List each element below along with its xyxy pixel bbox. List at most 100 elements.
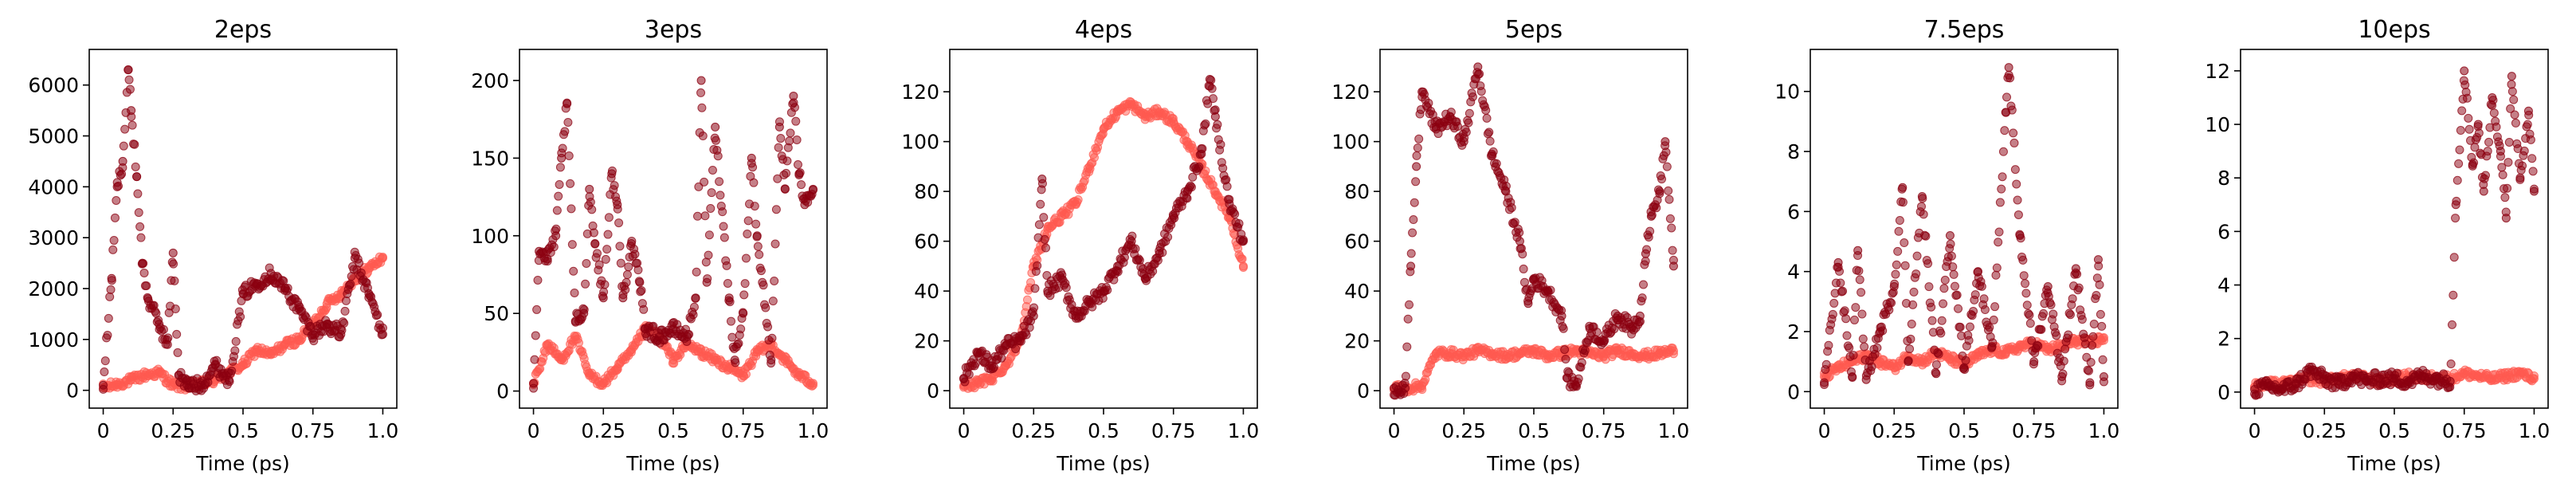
data-point — [1905, 344, 1915, 354]
data-point — [1872, 343, 1882, 352]
data-point — [1916, 202, 1926, 211]
data-point — [708, 165, 717, 175]
data-point — [1453, 122, 1462, 132]
data-point — [554, 191, 563, 201]
data-point — [1664, 186, 1673, 195]
data-point — [1026, 277, 1036, 287]
data-point — [169, 259, 178, 269]
y-tick-label: 0 — [496, 380, 509, 403]
data-point — [2016, 234, 2025, 243]
data-point — [563, 98, 572, 108]
y-tick-label: 5000 — [28, 125, 79, 148]
data-point — [587, 205, 597, 214]
data-point — [567, 240, 577, 250]
data-point — [1998, 172, 2007, 182]
x-tick-label: 0.5 — [657, 419, 689, 442]
data-point — [753, 242, 763, 251]
data-point — [639, 305, 649, 314]
data-point — [711, 122, 720, 132]
data-point — [585, 184, 594, 194]
chart-title: 2eps — [214, 16, 272, 44]
data-point — [1657, 175, 1667, 184]
data-point — [225, 377, 234, 387]
data-point — [1985, 323, 1994, 332]
data-point — [734, 339, 743, 348]
chart-title: 10eps — [2358, 16, 2430, 44]
data-point — [2449, 253, 2459, 262]
data-point — [771, 205, 781, 214]
data-point — [173, 348, 182, 357]
data-point — [2059, 356, 2068, 366]
data-point — [601, 254, 610, 264]
data-point — [1484, 128, 1494, 137]
data-point — [1577, 358, 1586, 367]
data-point — [172, 329, 182, 339]
data-point — [1821, 360, 1831, 369]
data-point — [2464, 124, 2474, 134]
data-point — [529, 383, 539, 393]
data-point — [1997, 184, 2006, 194]
data-point — [791, 116, 801, 126]
data-point — [776, 134, 786, 143]
x-axis-label: Time (ps) — [1486, 452, 1581, 475]
x-tick-label: 0 — [958, 419, 970, 442]
data-point — [615, 242, 625, 251]
data-point — [1936, 328, 1946, 338]
data-point — [2496, 151, 2505, 161]
data-point — [2460, 81, 2470, 90]
data-point — [700, 211, 710, 221]
data-point — [2451, 214, 2460, 223]
chart-panel-2: 0 0.25 0.5 0.75 1.0 0 20 40 60 80 100 120 4eps Time (… — [901, 16, 1259, 475]
data-point — [1476, 87, 1486, 96]
y-tick-label: 2 — [2217, 328, 2230, 351]
data-point — [2029, 360, 2038, 369]
data-point — [616, 258, 625, 268]
series-0 — [1390, 343, 1678, 397]
data-point — [1645, 226, 1655, 236]
data-point — [782, 168, 791, 178]
data-point — [2519, 146, 2529, 155]
data-point — [1639, 280, 1649, 289]
data-point — [1475, 69, 1484, 79]
data-point — [154, 316, 163, 325]
data-point — [570, 288, 579, 297]
data-point — [1635, 316, 1645, 326]
data-point — [105, 292, 115, 301]
data-point — [132, 172, 142, 182]
data-point — [1546, 285, 1555, 295]
data-point — [1900, 238, 1909, 248]
data-point — [552, 206, 562, 215]
x-tick-label: 0 — [527, 419, 540, 442]
data-point — [1989, 315, 1998, 324]
data-point — [1857, 288, 1866, 297]
data-point — [139, 258, 148, 268]
data-point — [1918, 194, 1927, 203]
data-point — [1998, 147, 2008, 156]
data-point — [2447, 320, 2456, 329]
data-point — [230, 346, 240, 356]
data-point — [2452, 175, 2462, 185]
data-point — [1037, 179, 1047, 188]
data-point — [1668, 246, 1677, 255]
data-point — [726, 316, 735, 326]
data-point — [133, 189, 143, 198]
data-point — [582, 258, 591, 268]
y-tick-label: 12 — [2205, 60, 2230, 83]
data-point — [2507, 87, 2517, 96]
data-point — [2460, 66, 2469, 76]
y-tick-label: 6000 — [28, 74, 79, 97]
data-point — [696, 76, 706, 85]
y-tick-label: 80 — [914, 180, 939, 203]
axes-frame — [88, 49, 398, 409]
data-point — [1860, 342, 1869, 352]
y-tick-label: 100 — [1331, 131, 1370, 154]
data-point — [119, 141, 128, 151]
data-point — [125, 84, 135, 94]
data-point — [581, 279, 590, 289]
data-point — [1401, 371, 1410, 381]
y-tick-label: 4 — [1787, 261, 1800, 284]
data-point — [2000, 126, 2009, 136]
data-point — [2021, 279, 2030, 289]
y-tick-label: 2 — [1787, 320, 1800, 344]
